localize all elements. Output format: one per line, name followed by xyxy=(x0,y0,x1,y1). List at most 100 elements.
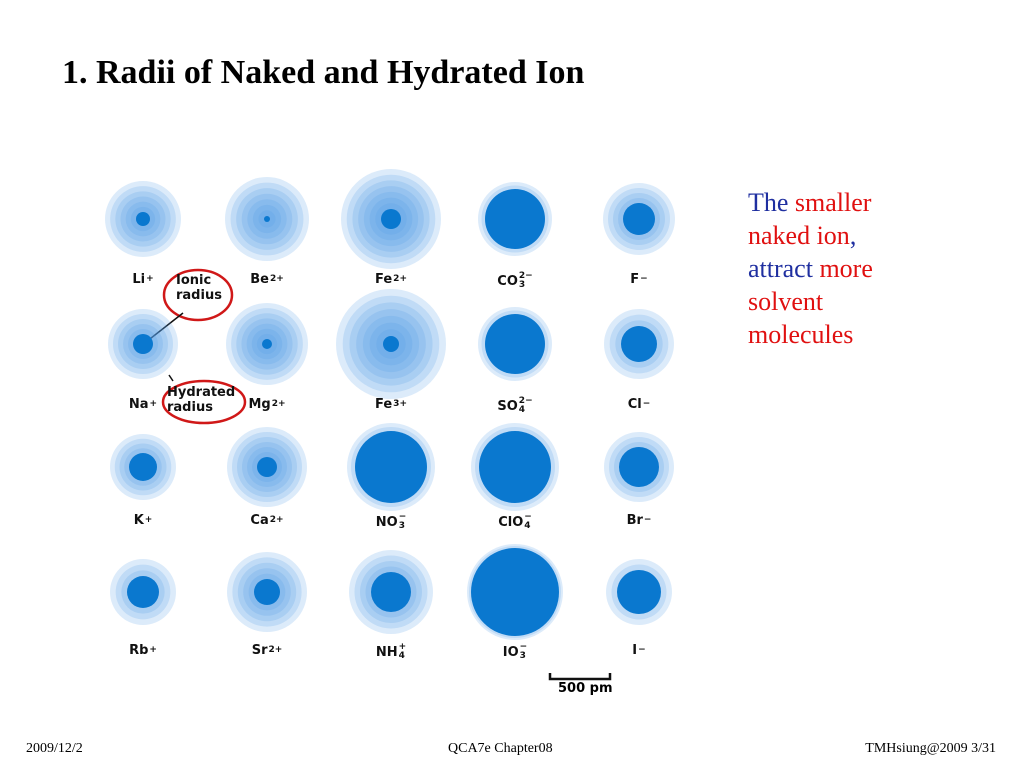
subscript: 4 xyxy=(398,651,405,661)
superscript: + xyxy=(144,515,153,525)
ion-symbol: SO xyxy=(497,398,518,414)
ion-symbol: Be xyxy=(250,272,269,287)
ion-charge: + xyxy=(146,275,154,284)
ion-symbol: Ca xyxy=(250,513,269,528)
hydrated-pointer xyxy=(168,374,174,382)
ionic-pointer xyxy=(145,312,184,343)
superscript: − xyxy=(643,515,652,525)
footer-right: TMHsiung@2009 3/31 xyxy=(865,741,996,756)
text: Hydrated xyxy=(167,385,236,400)
ion-core xyxy=(381,209,401,229)
ion-charge: − xyxy=(644,516,652,525)
superscript: 2− xyxy=(518,396,533,406)
ion-symbol: IO xyxy=(502,644,519,660)
superscript: 2+ xyxy=(268,645,283,655)
ion-charge: 3+ xyxy=(393,400,407,409)
text: Ionic xyxy=(176,273,212,288)
ion-label: Fe 3+ xyxy=(375,397,407,412)
ion-symbol: Br xyxy=(626,513,643,528)
ion-core xyxy=(371,572,411,612)
ion-charge: + xyxy=(145,516,153,525)
statement-text: solvent xyxy=(748,287,824,316)
slide-title: 1. Radii of Naked and Hydrated Ion xyxy=(62,54,585,91)
ion-symbol: CO xyxy=(497,273,518,289)
ion-core xyxy=(485,314,545,374)
ion-core xyxy=(623,203,655,235)
statement-text: naked ion xyxy=(748,221,850,250)
ion-charge: 2+ xyxy=(393,275,407,284)
text: radius xyxy=(167,400,213,415)
ion-charge: 2+ xyxy=(270,516,284,525)
statement: The smaller naked ion, attract more solvent… xyxy=(748,186,873,351)
ion-symbol: I xyxy=(632,643,638,658)
ion-label: CO 2− 3 xyxy=(497,272,532,290)
superscript: + xyxy=(398,642,407,652)
ion-label: Fe 2+ xyxy=(375,272,407,287)
ion-charge: − xyxy=(638,646,646,655)
superscript: 3+ xyxy=(393,399,407,409)
statement-line: molecules xyxy=(748,318,873,351)
ion-core xyxy=(485,189,545,249)
ion-symbol: Cl xyxy=(627,397,642,412)
ion-symbol: K xyxy=(133,513,144,528)
ion-charge: 2− 4 xyxy=(519,397,533,415)
scale-bar xyxy=(548,673,612,681)
statement-line: solvent xyxy=(748,285,873,318)
superscript: − xyxy=(524,512,532,522)
statement-text: attract xyxy=(748,254,813,283)
ion-label: SO 2− 4 xyxy=(497,397,532,415)
ion-label: Cl − xyxy=(628,397,651,412)
ionic-label: Ionic radius xyxy=(176,273,222,303)
ion-symbol: Na xyxy=(128,397,149,412)
superscript: + xyxy=(146,274,154,284)
statement-text: , xyxy=(849,221,857,250)
superscript: + xyxy=(149,645,157,655)
ion-label: Rb + xyxy=(129,643,157,658)
subscript: 4 xyxy=(524,521,531,531)
statement-line: attract more xyxy=(748,252,873,285)
ion-core xyxy=(617,570,661,614)
ionic-ellipse xyxy=(162,268,234,322)
ion-core xyxy=(619,447,659,487)
superscript: − xyxy=(398,512,407,522)
superscript: 2− xyxy=(518,271,533,281)
ion-charge: −3 xyxy=(520,643,528,661)
ion-label: Na + xyxy=(129,397,157,412)
scale-label: 500 pm xyxy=(558,681,613,696)
ion-charge: + xyxy=(149,646,157,655)
ion-core xyxy=(127,576,159,608)
ion-symbol: NH xyxy=(375,644,398,660)
subscript: 4 xyxy=(518,405,526,415)
ion-core xyxy=(262,339,272,349)
statement-text: smaller xyxy=(788,188,872,217)
ion-label: NO −3 xyxy=(376,513,406,531)
ion-symbol: Fe xyxy=(375,272,393,287)
ion-core xyxy=(355,431,427,503)
ion-symbol: F xyxy=(630,272,640,287)
superscript: − xyxy=(640,274,648,284)
ion-symbol: ClO xyxy=(498,514,524,530)
subscript: 3 xyxy=(519,651,526,661)
ion-label: I − xyxy=(632,643,645,658)
ion-core xyxy=(129,453,157,481)
ion-charge: 2+ xyxy=(272,400,286,409)
ion-symbol: Rb xyxy=(129,643,149,658)
ion-charge: + xyxy=(150,400,158,409)
superscript: − xyxy=(519,642,528,652)
ion-charge: 2+ xyxy=(270,275,284,284)
statement-text: molecules xyxy=(748,320,854,349)
footer-center: QCA7e Chapter08 xyxy=(448,741,553,756)
ion-label: Li + xyxy=(132,272,153,287)
statement-text: more xyxy=(812,254,873,283)
hydrated-label: Hydrated radius xyxy=(167,385,235,415)
ion-figure xyxy=(105,169,675,681)
superscript: + xyxy=(149,399,158,409)
statement-text: The xyxy=(748,188,789,217)
superscript: 2+ xyxy=(271,399,286,409)
ion-core xyxy=(383,336,399,352)
footer-date: 2009/12/2 xyxy=(26,741,83,756)
statement-line: The smaller xyxy=(748,186,873,219)
ion-core xyxy=(264,216,270,222)
superscript: − xyxy=(642,399,651,409)
ion-label: Sr 2+ xyxy=(252,643,283,658)
